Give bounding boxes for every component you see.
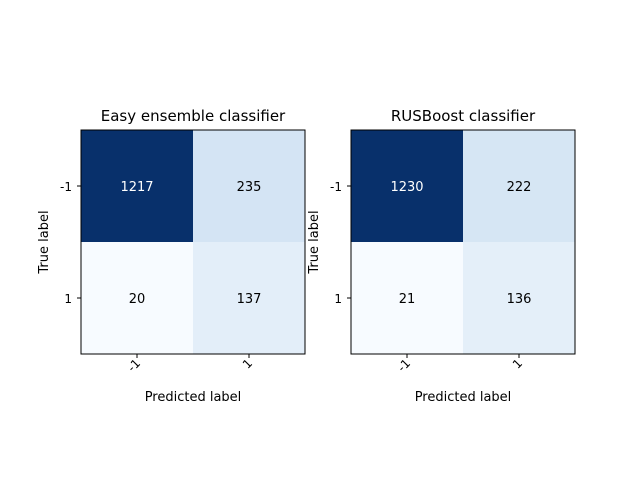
heatmap-cell	[193, 242, 305, 354]
heatmap-cell	[81, 242, 193, 354]
confusion-matrix-2: 1230 222 21 136 RUSBoost classifier -1 1 -1 1 Pre…	[307, 107, 576, 405]
x-tick-label: -1	[125, 356, 143, 374]
cell-value-label: 1217	[120, 180, 153, 195]
y-tick-label: -1	[60, 180, 72, 194]
heatmap-cell	[351, 242, 463, 354]
y-tick-label: -1	[330, 180, 342, 194]
chart-title: RUSBoost classifier	[391, 107, 536, 125]
axes-frame	[350, 129, 576, 355]
x-axis-label: Predicted label	[415, 390, 512, 405]
cell-value-label: 21	[399, 292, 416, 307]
cell-value-label: 222	[507, 180, 532, 195]
axes-frame	[80, 129, 306, 355]
cell-value-label: 137	[237, 292, 262, 307]
cell-value-label: 136	[507, 292, 532, 307]
confusion-matrix-1: 1217 235 20 137 Easy ensemble classifier -1 1 -…	[37, 107, 306, 405]
x-tick-label: -1	[395, 356, 413, 374]
cell-value-label: 20	[129, 292, 146, 307]
y-tick-label: 1	[334, 292, 342, 306]
heatmap-cell	[193, 130, 305, 242]
heatmap-cell	[351, 130, 463, 242]
heatmap-cell	[463, 242, 575, 354]
x-tick-label: 1	[240, 356, 255, 371]
heatmap-cell	[463, 130, 575, 242]
y-axis-label: True label	[37, 210, 52, 274]
heatmap-cell	[81, 130, 193, 242]
cell-value-label: 235	[237, 180, 262, 195]
chart-title: Easy ensemble classifier	[101, 107, 286, 125]
x-axis-label: Predicted label	[145, 390, 242, 405]
cell-value-label: 1230	[390, 180, 423, 195]
y-tick-label: 1	[64, 292, 72, 306]
y-axis-label: True label	[307, 210, 322, 274]
x-tick-label: 1	[510, 356, 525, 371]
